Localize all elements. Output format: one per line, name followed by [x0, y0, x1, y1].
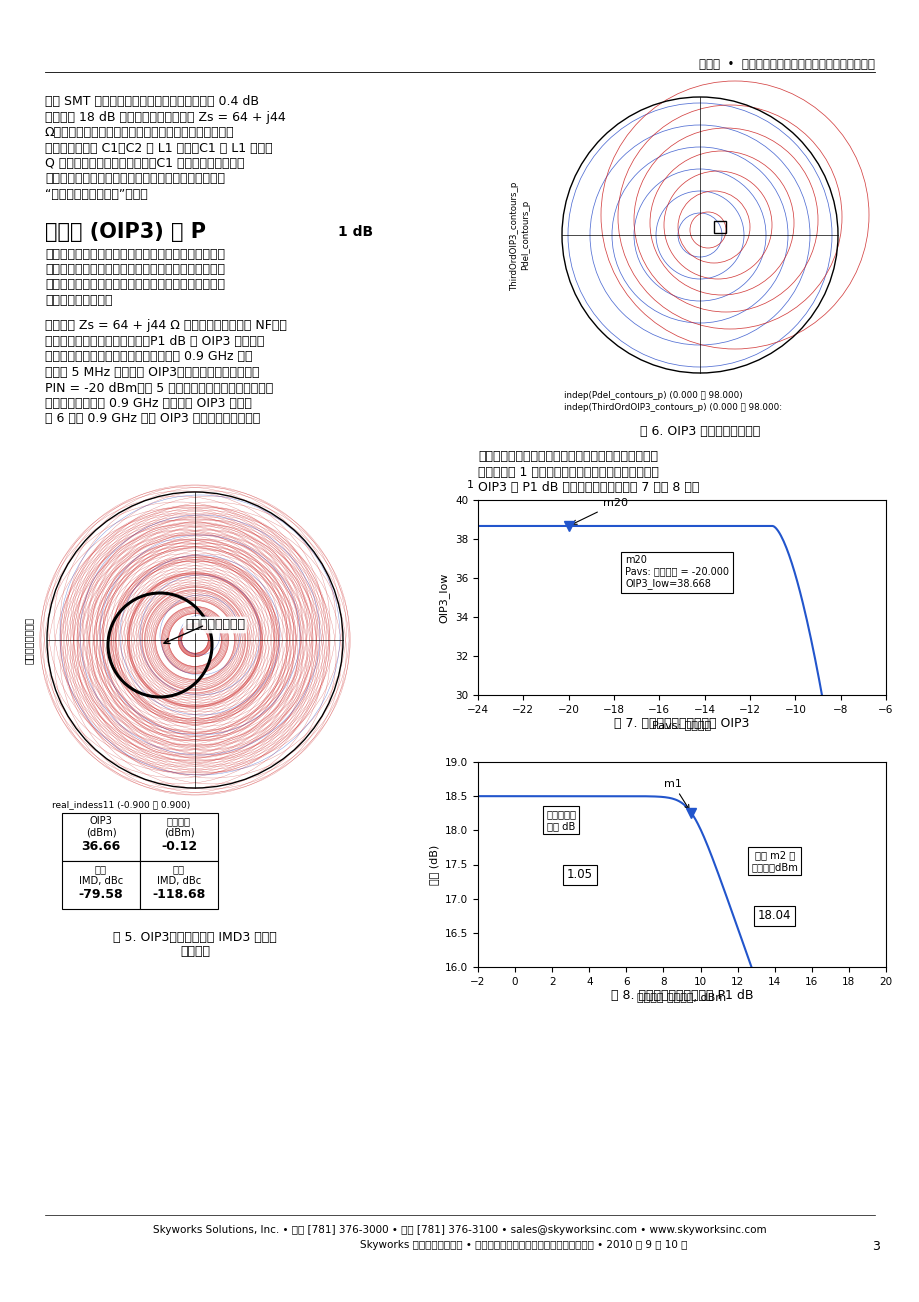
Text: 仿真负载牵引系数: 仿真负载牵引系数 [185, 618, 244, 631]
Text: 1: 1 [466, 480, 473, 491]
Text: 考虑 SMT 元件的寄生效应和传输线路损耗，在 0.4 dB: 考虑 SMT 元件的寄生效应和传输线路损耗，在 0.4 dB [45, 95, 259, 108]
Text: 图 5. OIP3、输出功率和 IMD3 的仿真: 图 5. OIP3、输出功率和 IMD3 的仿真 [113, 931, 277, 944]
Text: PIN = -20 dBm。图 5 在史密斯图上显示了负载牵引阻: PIN = -20 dBm。图 5 在史密斯图上显示了负载牵引阻 [45, 381, 273, 395]
Text: 远端
IMD, dBc: 远端 IMD, dBc [157, 865, 201, 885]
Y-axis label: OIP3_low: OIP3_low [438, 573, 449, 622]
Text: 源与阻抗 Zs = 64 + j44 Ω 完成匹配获得所需的 NF、输: 源与阻抗 Zs = 64 + j44 Ω 完成匹配获得所需的 NF、输 [45, 319, 287, 332]
Text: OIP3
(dBm): OIP3 (dBm) [85, 816, 116, 837]
Text: indep(Pdel_contours_p) (0.000 至 98.000): indep(Pdel_contours_p) (0.000 至 98.000) [563, 391, 742, 400]
Text: 配完成之后进行的。: 配完成之后进行的。 [45, 294, 112, 307]
Text: 输出功率
(dBm): 输出功率 (dBm) [164, 816, 194, 837]
Text: 仿真负载牵引系数: 仿真负载牵引系数 [24, 617, 34, 664]
Y-axis label: 增益 (dB): 增益 (dB) [429, 845, 439, 884]
Text: 36.66: 36.66 [81, 840, 120, 853]
Text: 图 6 显示 0.9 GHz 下的 OIP3 和输出功率等高线。: 图 6 显示 0.9 GHz 下的 OIP3 和输出功率等高线。 [45, 413, 260, 426]
Text: 1 dB: 1 dB [337, 225, 373, 240]
Text: 3: 3 [871, 1240, 879, 1253]
Bar [62, 861, 140, 909]
Text: 1.05: 1.05 [566, 868, 593, 881]
Bar [140, 861, 218, 909]
Text: -79.58: -79.58 [79, 888, 123, 901]
Text: Skyworks 专利和保密信息。 • 产品和产品信息如有更改，恕不另行通知。 • 2010 年 9 月 10 日: Skyworks 专利和保密信息。 • 产品和产品信息如有更改，恕不另行通知。 … [359, 1240, 686, 1250]
Text: indep(ThirdOrdOIP3_contours_p) (0.000 至 98.000:: indep(ThirdOrdOIP3_contours_p) (0.000 至 … [563, 404, 781, 411]
Text: 牵引技术扫描得到。在这里，负载牵引的测量是在源匹: 牵引技术扫描得到。在这里，负载牵引的测量是在源匹 [45, 279, 225, 292]
Text: 抗，其中的圆表示 0.9 GHz 下最佳的 OIP3 区域。: 抗，其中的圆表示 0.9 GHz 下最佳的 OIP3 区域。 [45, 397, 252, 410]
Text: Skyworks Solutions, Inc. • 电话 [781] 376-3000 • 传真 [781] 376-3100 • sales@skywork: Skyworks Solutions, Inc. • 电话 [781] 376-… [153, 1225, 766, 1236]
Text: 图 6. OIP3 和输出功率等高线: 图 6. OIP3 和输出功率等高线 [640, 424, 759, 437]
Text: ThirdOrdOIP3_contours_p
Pdel_contours_p: ThirdOrdOIP3_contours_p Pdel_contours_p [510, 180, 529, 289]
Text: 标记 m2 处
输出功率dBm: 标记 m2 处 输出功率dBm [751, 850, 798, 872]
Text: 关仿真增益、输入回波损耗和噪声系数的信息，请参阅: 关仿真增益、输入回波损耗和噪声系数的信息，请参阅 [45, 172, 225, 185]
Text: 个相隔 5 MHz 的音调的 OIP3，每个音调的输入功率为: 个相隔 5 MHz 的音调的 OIP3，每个音调的输入功率为 [45, 366, 259, 379]
Text: 带内和带外的输入、输出端接负载，将直接影响放大器: 带内和带外的输入、输出端接负载，将直接影响放大器 [45, 247, 225, 260]
Text: 噪声圆和 18 dB 增益圆内选中源阻抗点 Zs = 64 + j44: 噪声圆和 18 dB 增益圆内选中源阻抗点 Zs = 64 + j44 [45, 111, 286, 124]
Text: 线性度 (OIP3) 和 P: 线性度 (OIP3) 和 P [45, 221, 206, 241]
Text: OIP3 和 P1 dB 仿真结果分别显示在图 7 和图 8 中。: OIP3 和 P1 dB 仿真结果分别显示在图 7 和图 8 中。 [478, 480, 698, 493]
Text: m20: m20 [572, 499, 627, 525]
Text: Ω，作为噪声、增益和输入回波损耗匹配之间的权衡点。: Ω，作为噪声、增益和输入回波损耗匹配之间的权衡点。 [45, 126, 234, 139]
X-axis label: Pavs: 输入功率: Pavs: 输入功率 [652, 720, 710, 730]
Text: -0.12: -0.12 [161, 840, 197, 853]
Text: m1: m1 [664, 779, 688, 810]
Text: 标记间增益
压缩 dB: 标记间增益 压缩 dB [546, 810, 576, 831]
Text: m20
Pavs: 输入功率 = -20.000
OIP3_low=38.668: m20 Pavs: 输入功率 = -20.000 OIP3_low=38.668 [625, 555, 729, 589]
Text: 白皮书  •  用于基础架构接收器的超低噪声放大器设计: 白皮书 • 用于基础架构接收器的超低噪声放大器设计 [698, 59, 874, 72]
Text: “仿真和测量结果比较”部分。: “仿真和测量结果比较”部分。 [45, 187, 148, 201]
Text: 电路（如图 1 所示）后执行。完成源和负载匹配后，: 电路（如图 1 所示）后执行。完成源和负载匹配后， [478, 466, 658, 479]
Text: 18.04: 18.04 [757, 909, 790, 922]
Text: 图 7. 匹配源和负载后的仿真 OIP3: 图 7. 匹配源和负载后的仿真 OIP3 [614, 717, 749, 730]
Text: 最终的负载牵引仿真和匹配应在连接好输入和输出匹配: 最终的负载牵引仿真和匹配应在连接好输入和输出匹配 [478, 450, 657, 464]
Bar [140, 812, 218, 861]
Text: 近端
IMD, dBc: 近端 IMD, dBc [79, 865, 123, 885]
Text: -118.68: -118.68 [153, 888, 206, 901]
Text: Q 元件以获取最佳的噪声系数。C1 还用于直流阻隔。有: Q 元件以获取最佳的噪声系数。C1 还用于直流阻隔。有 [45, 158, 244, 171]
X-axis label: 基础架构 输出功率, dBm: 基础架构 输出功率, dBm [637, 992, 726, 1003]
Text: 负载牵引: 负载牵引 [180, 945, 210, 958]
Text: 的线性度。放大器的输入和输出负载可以通过源和负载: 的线性度。放大器的输入和输出负载可以通过源和负载 [45, 263, 225, 276]
Bar [62, 812, 140, 861]
Text: real_indess11 (-0.900 至 0.900): real_indess11 (-0.900 至 0.900) [52, 799, 190, 809]
Text: 入回波损耗和偏置电流增益后，P1 dB 和 OIP3 将取决于: 入回波损耗和偏置电流增益后，P1 dB 和 OIP3 将取决于 [45, 335, 264, 348]
Text: 输入匹配网络由 C1、C2 和 L1 实现。C1 和 L1 选用高: 输入匹配网络由 C1、C2 和 L1 实现。C1 和 L1 选用高 [45, 142, 272, 155]
Text: 输出匹配和反馈网络。使用仿真模型估算 0.9 GHz 下两: 输出匹配和反馈网络。使用仿真模型估算 0.9 GHz 下两 [45, 350, 252, 363]
Text: 图 8. 匹配源和负载后的仿真 P1 dB: 图 8. 匹配源和负载后的仿真 P1 dB [610, 990, 753, 1003]
